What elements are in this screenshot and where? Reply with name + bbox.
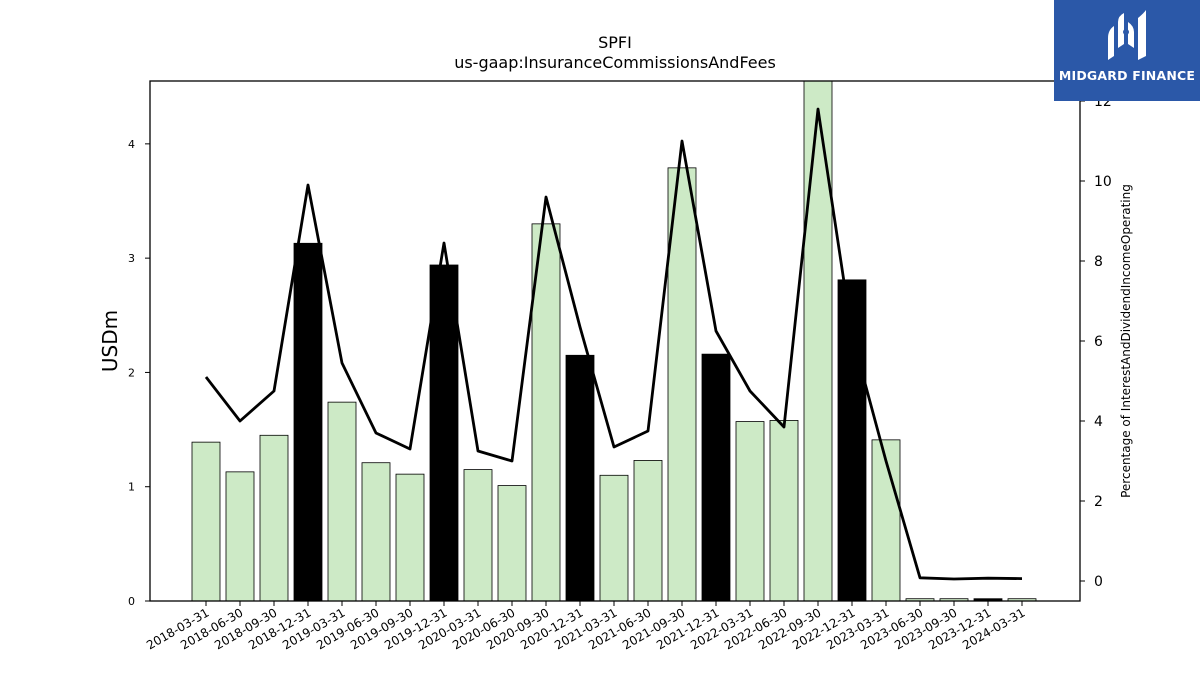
bar-2020-06-30 [497,485,527,602]
y2-tick-label: 4 [1094,414,1103,430]
left-axis: 0 1 2 3 4 [128,138,150,608]
y2-axis-label: Percentage of InterestAndDividendIncomeO… [1119,184,1133,498]
y-tick-label: 4 [128,138,135,151]
bar-2018-09-30 [259,434,289,602]
bar-2019-12-31 [429,264,459,602]
y-axis-label: USDm [98,310,122,372]
y-tick-label: 3 [128,252,135,265]
bar-2019-06-30 [361,462,391,602]
bar-2019-03-31 [327,401,357,602]
y-tick-label: 1 [128,481,135,494]
y2-tick-label: 8 [1094,254,1103,270]
bar-2021-12-31 [701,353,731,602]
y2-tick-label: 2 [1094,494,1103,510]
bar-2018-06-30 [225,471,255,602]
chart-title: SPFI [598,33,632,52]
bar-series [191,80,1037,602]
chart-subtitle: us-gaap:InsuranceCommissionsAndFees [454,53,776,72]
x-axis: 2018-03-312018-06-302018-09-302018-12-31… [144,601,1028,652]
percentage-line [204,107,1023,581]
bar-2021-03-31 [599,474,629,602]
y-tick-label: 0 [128,595,135,608]
bar-2021-06-30 [633,460,663,602]
midgard-logo-icon [1108,10,1146,60]
bar-2019-09-30 [395,473,425,602]
y-tick-label: 2 [128,366,135,379]
line-series [204,107,1023,581]
bar-2022-09-30 [803,80,833,602]
brand-logo: MIDGARD FINANCE [1054,0,1200,101]
bar-2023-03-31 [871,439,901,602]
y2-tick-label: 6 [1094,334,1103,350]
bar-2021-09-30 [667,167,697,602]
bar-2018-12-31 [293,242,323,602]
bar-2018-03-31 [191,441,221,602]
bar-2022-03-31 [735,421,765,602]
logo-text: MIDGARD FINANCE [1058,68,1196,83]
y2-tick-label: 10 [1094,174,1112,190]
y2-tick-label: 0 [1094,574,1103,590]
bar-2022-06-30 [769,420,799,602]
bar-2020-09-30 [531,223,561,602]
bar-2020-03-31 [463,469,493,602]
bar-2020-12-31 [565,354,595,602]
